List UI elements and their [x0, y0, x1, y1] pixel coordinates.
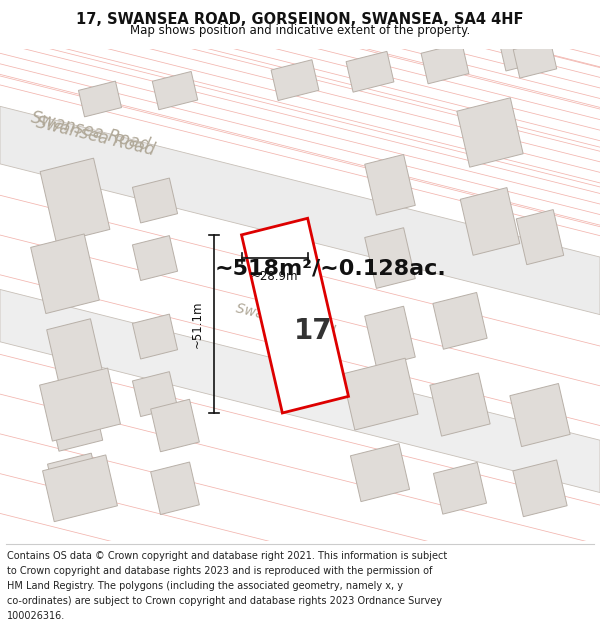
Text: Swansea Road: Swansea Road — [234, 302, 336, 339]
Text: Contains OS data © Crown copyright and database right 2021. This information is : Contains OS data © Crown copyright and d… — [7, 551, 448, 561]
Text: 100026316.: 100026316. — [7, 611, 65, 621]
Text: ~28.9m: ~28.9m — [251, 271, 298, 284]
Polygon shape — [342, 358, 418, 430]
Polygon shape — [365, 306, 415, 367]
Polygon shape — [151, 399, 199, 452]
Text: to Crown copyright and database rights 2023 and is reproduced with the permissio: to Crown copyright and database rights 2… — [7, 566, 433, 576]
Text: Swansea Road: Swansea Road — [34, 114, 157, 159]
Polygon shape — [365, 228, 415, 288]
Text: co-ordinates) are subject to Crown copyright and database rights 2023 Ordnance S: co-ordinates) are subject to Crown copyr… — [7, 596, 442, 606]
Polygon shape — [433, 462, 487, 514]
Polygon shape — [47, 453, 103, 513]
Text: 17: 17 — [293, 318, 332, 346]
Polygon shape — [433, 292, 487, 349]
Polygon shape — [47, 319, 103, 386]
Polygon shape — [513, 41, 557, 78]
Text: ~518m²/~0.128ac.: ~518m²/~0.128ac. — [215, 258, 447, 278]
Polygon shape — [40, 368, 121, 441]
Polygon shape — [133, 178, 178, 223]
Text: ~51.1m: ~51.1m — [191, 300, 203, 348]
Polygon shape — [151, 462, 199, 514]
Polygon shape — [133, 314, 178, 359]
Polygon shape — [510, 384, 570, 447]
Polygon shape — [350, 444, 410, 502]
Polygon shape — [0, 106, 600, 314]
Polygon shape — [40, 158, 110, 243]
Text: Swansea Road: Swansea Road — [29, 108, 152, 154]
Polygon shape — [43, 455, 118, 522]
Polygon shape — [346, 51, 394, 92]
Polygon shape — [457, 98, 523, 167]
Polygon shape — [47, 389, 103, 451]
Polygon shape — [421, 43, 469, 84]
Text: Map shows position and indicative extent of the property.: Map shows position and indicative extent… — [130, 24, 470, 36]
Polygon shape — [365, 154, 415, 215]
Text: 17, SWANSEA ROAD, GORSEINON, SWANSEA, SA4 4HF: 17, SWANSEA ROAD, GORSEINON, SWANSEA, SA… — [76, 12, 524, 27]
Polygon shape — [516, 209, 564, 264]
Polygon shape — [513, 460, 567, 517]
Polygon shape — [79, 81, 122, 117]
Polygon shape — [133, 236, 178, 281]
Polygon shape — [271, 60, 319, 101]
Polygon shape — [460, 188, 520, 255]
Polygon shape — [242, 218, 349, 413]
Text: HM Land Registry. The polygons (including the associated geometry, namely x, y: HM Land Registry. The polygons (includin… — [7, 581, 403, 591]
Polygon shape — [430, 373, 490, 436]
Polygon shape — [500, 37, 540, 71]
Polygon shape — [152, 71, 198, 110]
Polygon shape — [133, 372, 178, 416]
Polygon shape — [31, 234, 100, 314]
Polygon shape — [0, 289, 600, 492]
